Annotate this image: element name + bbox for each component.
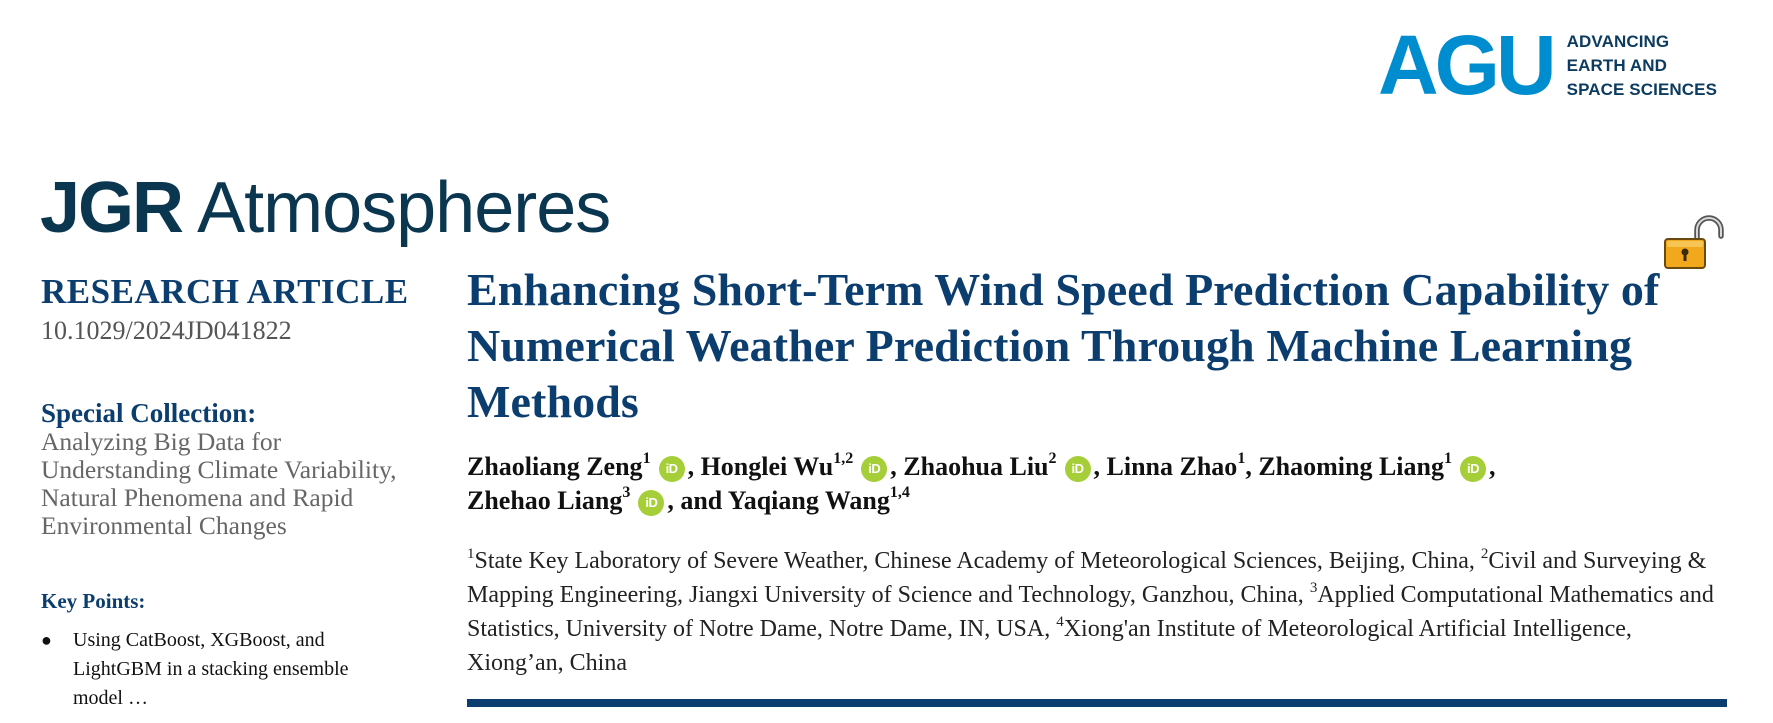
author-affiliation-number: 2 (1048, 450, 1057, 468)
author-affiliation-number: 1 (1237, 450, 1246, 468)
author-affiliation-number: 1,4 (889, 484, 910, 502)
agu-logo[interactable]: AGU ADVANCING EARTH AND SPACE SCIENCES (1378, 18, 1717, 112)
affiliation-text: State Key Laboratory of Severe Weather, … (474, 548, 1481, 574)
article-type: RESEARCH ARTICLE (41, 272, 409, 311)
author-affiliation-number: 3 (622, 484, 631, 502)
affiliation-number: 3 (1309, 580, 1318, 596)
affiliation-number: 4 (1056, 614, 1064, 630)
special-collection-label: Special Collection: (41, 398, 257, 428)
journal-title[interactable]: JGR Atmospheres (40, 168, 611, 248)
orcid-icon[interactable]: iD (1459, 456, 1486, 482)
key-points-label: Key Points: (41, 589, 146, 613)
affiliation-number: 1 (467, 546, 475, 562)
header-divider (467, 699, 1727, 707)
orcid-icon[interactable]: iD (638, 490, 665, 516)
key-point-item: ● Using CatBoost, XGBoost, and LightGBM … (41, 626, 393, 713)
author-name[interactable]: Honglei Wu (700, 452, 834, 481)
author-name[interactable]: Zhaoliang Zeng (467, 452, 643, 481)
author-name[interactable]: Zhaohua Liu (903, 452, 1049, 481)
agu-tagline-line-3: SPACE SCIENCES (1566, 80, 1718, 99)
orcid-icon[interactable]: iD (1064, 456, 1091, 482)
affiliations: 1State Key Laboratory of Severe Weather,… (467, 544, 1727, 680)
author-separator: , (687, 452, 701, 481)
affiliation-text: Civil and Surveying & Mapping Engineerin… (467, 548, 1707, 608)
agu-tagline-line-2: EARTH AND (1566, 56, 1668, 75)
orcid-icon[interactable]: iD (658, 456, 685, 482)
author-separator: , and (667, 486, 728, 515)
article-header: Enhancing Short-Term Wind Speed Predicti… (467, 262, 1727, 680)
special-collection-text[interactable]: Analyzing Big Data for Understanding Cli… (41, 427, 397, 540)
open-lock-icon (1664, 215, 1724, 269)
author-affiliation-number: 1 (642, 450, 651, 468)
author-list: Zhaoliang Zeng1iD, Honglei Wu1,2iD, Zhao… (467, 450, 1727, 518)
journal-title-jgr: JGR (40, 168, 184, 248)
author-name[interactable]: Yaqiang Wang (727, 486, 890, 515)
article-title: Enhancing Short-Term Wind Speed Predicti… (467, 264, 1660, 427)
agu-logo-mark: AGU (1378, 18, 1557, 112)
author-separator: , (890, 452, 904, 481)
journal-title-atmospheres: Atmospheres (197, 168, 611, 248)
author-name[interactable]: Linna Zhao (1106, 452, 1238, 481)
agu-tagline-line-1: ADVANCING (1566, 32, 1670, 51)
key-points-list: ● Using CatBoost, XGBoost, and LightGBM … (41, 626, 421, 713)
author-name[interactable]: Zhehao Liang (467, 486, 623, 515)
affiliation-number: 2 (1480, 546, 1489, 562)
article-sidebar: RESEARCH ARTICLE 10.1029/2024JD041822 Sp… (41, 272, 421, 713)
doi[interactable]: 10.1029/2024JD041822 (41, 316, 292, 345)
author-separator: , (1093, 452, 1107, 481)
author-separator: , (1488, 452, 1496, 481)
author-name[interactable]: Zhaoming Liang (1258, 452, 1444, 481)
orcid-icon[interactable]: iD (861, 456, 888, 482)
agu-tagline: ADVANCING EARTH AND SPACE SCIENCES (1567, 30, 1717, 102)
author-separator: , (1245, 452, 1259, 481)
affiliation-text: Applied Computational Mathematics and St… (467, 582, 1714, 642)
affiliation-text: Xiong'an Institute of Meteorological Art… (467, 616, 1632, 676)
author-affiliation-number: 1 (1443, 450, 1452, 468)
author-affiliation-number: 1,2 (833, 450, 854, 468)
key-point-text: Using CatBoost, XGBoost, and LightGBM in… (73, 629, 349, 709)
bullet-icon: ● (41, 630, 52, 650)
